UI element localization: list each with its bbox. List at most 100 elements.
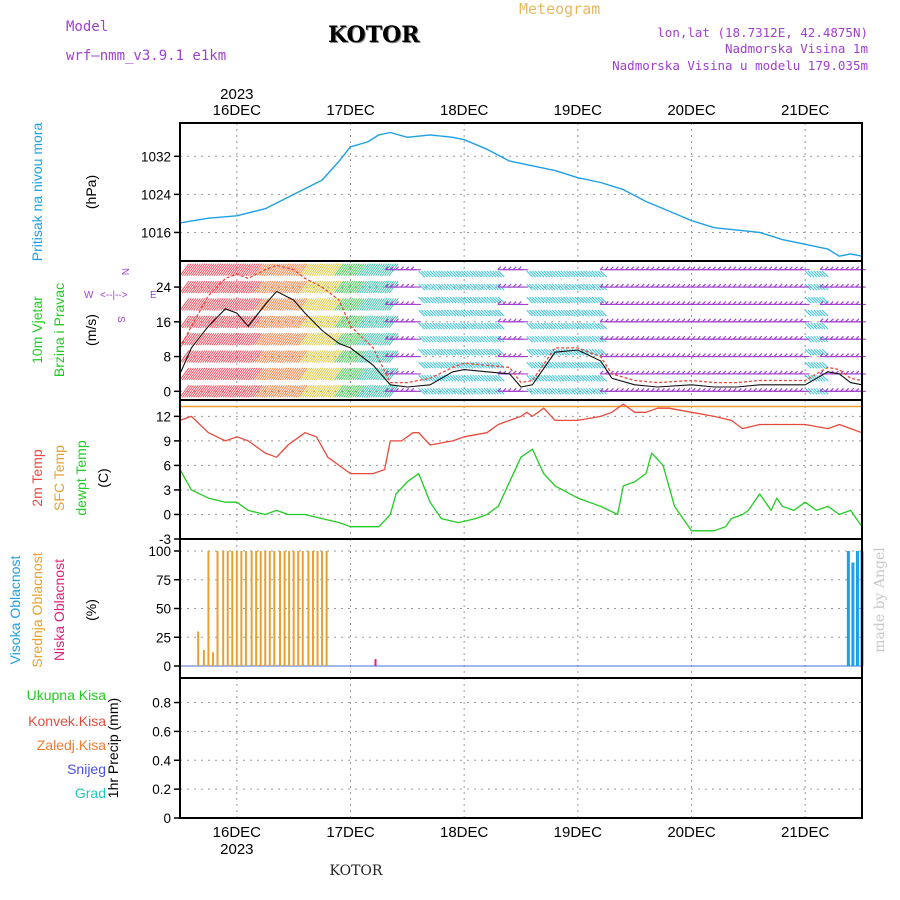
wind-arrow: [313, 280, 324, 294]
wind-arrow: [243, 367, 254, 381]
wind-arrow: [727, 283, 732, 288]
wind-arrow: [429, 296, 437, 304]
wind-arrow: [275, 350, 285, 363]
wind-arrow: [676, 387, 681, 392]
wind-arrow: [529, 361, 536, 369]
wind-arrow: [671, 283, 676, 288]
wind-arrow: [243, 385, 254, 398]
wind-arrow: [338, 263, 349, 276]
wind-arrow: [213, 350, 224, 363]
wind-arrow: [204, 280, 215, 294]
wind-arrow: [600, 374, 607, 382]
wind-arrow: [620, 370, 624, 375]
wind-arrow: [227, 350, 238, 363]
wind-arrow: [329, 332, 340, 346]
cloud-bar: [202, 649, 205, 666]
wind-arrow: [574, 322, 582, 330]
wind-arrow: [241, 298, 251, 311]
wind-arrow: [855, 283, 860, 288]
wind-arrow: [446, 374, 454, 382]
wind-arrow: [543, 322, 551, 330]
wind-arrow: [345, 367, 356, 381]
wind-arrow: [311, 280, 322, 294]
wind-arrow: [195, 350, 206, 363]
wind-arrow: [270, 332, 281, 346]
wind-arrow: [463, 387, 471, 395]
wind-arrow: [366, 332, 376, 346]
pressure-line: [179, 131, 863, 257]
wind-arrow: [835, 387, 839, 392]
wind-arrow: [435, 348, 443, 356]
wind-arrow: [268, 298, 279, 311]
wind-arrow: [286, 367, 297, 381]
wind-arrow: [707, 318, 711, 323]
wind-arrow: [218, 385, 229, 398]
wind-arrow: [478, 270, 485, 278]
wind-arrow: [517, 387, 522, 392]
wind-arrow: [429, 335, 437, 343]
wind-arrow: [532, 374, 539, 382]
wind-arrow: [813, 387, 821, 395]
wind-arrow: [191, 385, 201, 398]
wind-arrow: [816, 348, 823, 356]
wind-arrow: [216, 315, 226, 329]
wind-arrow: [272, 367, 283, 381]
wind-arrow: [375, 332, 385, 346]
wind-arrow: [359, 280, 369, 294]
wind-arrow: [557, 322, 565, 330]
wind-arrow: [443, 335, 451, 343]
wind-arrow: [763, 387, 768, 392]
wind-arrow: [543, 296, 551, 304]
wind-arrow: [354, 350, 365, 363]
wind-arrow: [625, 353, 630, 357]
wind-arrow: [495, 361, 502, 369]
wind-arrow: [384, 283, 389, 288]
wind-arrow: [819, 335, 824, 340]
wind-arrow: [463, 283, 471, 291]
wind-arrow: [497, 374, 505, 382]
wind-arrow: [517, 283, 522, 288]
wind-arrow: [824, 387, 829, 392]
wind-arrow: [661, 318, 665, 323]
wind-arrow: [829, 335, 834, 340]
wind-arrow: [783, 266, 788, 271]
wind-arrow: [540, 296, 548, 304]
wind-arrow: [361, 263, 372, 276]
y-tick-label: 0.4: [152, 753, 171, 768]
wind-arrow: [331, 280, 342, 294]
wind-arrow: [768, 370, 773, 375]
wind-arrow: [571, 270, 579, 278]
y-tick-label: 75: [156, 573, 171, 588]
wind-arrow: [497, 309, 505, 317]
wind-arrow: [588, 387, 596, 395]
wind-arrow: [534, 296, 542, 304]
wind-arrow: [250, 332, 260, 346]
wind-arrow: [742, 387, 747, 392]
wind-arrow: [204, 298, 215, 311]
wind-arrow: [835, 335, 839, 340]
wind-arrow: [529, 387, 536, 395]
wind-arrow: [840, 353, 844, 357]
wind-arrow: [850, 387, 855, 392]
wind-arrow: [281, 385, 292, 398]
wind-arrow: [400, 301, 405, 305]
wind-arrow: [331, 350, 342, 363]
wind-arrow: [410, 266, 415, 271]
wind-arrow: [463, 270, 471, 278]
wind-arrow: [807, 270, 815, 278]
wind-arrow: [483, 387, 491, 395]
wind-arrow: [204, 385, 215, 398]
wind-arrow: [421, 361, 428, 369]
model-name: wrf—nmm_v3.9.1 e1km: [66, 48, 227, 64]
wind-arrow: [554, 387, 562, 395]
wind-arrow: [534, 348, 542, 356]
wind-arrow: [737, 301, 742, 305]
wind-arrow: [502, 335, 507, 340]
wind-arrow: [483, 296, 491, 304]
wind-arrow: [737, 318, 742, 323]
wind-arrow: [753, 370, 757, 375]
wind-arrow: [534, 270, 542, 278]
wind-arrow: [322, 385, 333, 398]
wind-arrow: [549, 322, 556, 330]
wind-arrow: [486, 270, 494, 278]
